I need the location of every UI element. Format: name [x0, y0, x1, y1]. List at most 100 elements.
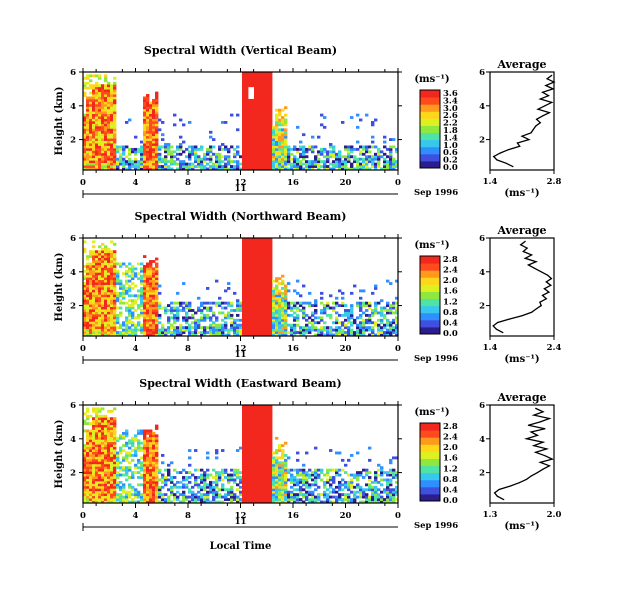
heatmap-cell — [164, 331, 168, 334]
heatmap-cell — [182, 476, 186, 479]
heatmap-cell — [260, 461, 264, 465]
heatmap-cell — [314, 304, 318, 307]
heatmap-cell — [212, 165, 216, 168]
heatmap-cell — [245, 429, 249, 433]
heatmap-cell — [290, 147, 294, 151]
heatmap-cell — [83, 240, 87, 244]
heatmap-cell — [149, 152, 153, 156]
heatmap-cell — [221, 333, 225, 337]
heatmap-cell — [119, 451, 123, 455]
heatmap-cell — [260, 155, 264, 159]
heatmap-cell — [149, 306, 153, 310]
heatmap-cell — [107, 94, 111, 97]
heatmap-cell — [245, 72, 249, 75]
heatmap-cell — [86, 118, 90, 122]
heatmap-cell — [110, 160, 114, 164]
heatmap-cell — [146, 121, 150, 124]
heatmap-cell — [101, 98, 105, 102]
heatmap-cell — [230, 145, 234, 149]
heatmap-cell — [341, 321, 345, 325]
heatmap-cell — [218, 155, 222, 159]
heatmap-cell — [203, 157, 207, 161]
heatmap-cell — [146, 116, 150, 119]
heatmap-cell — [260, 468, 264, 472]
heatmap-cell — [227, 498, 231, 501]
heatmap-cell — [254, 167, 258, 171]
heatmap-cell — [92, 123, 96, 127]
heatmap-cell — [149, 304, 153, 307]
heatmap-cell — [194, 483, 198, 487]
heatmap-cell — [113, 468, 117, 472]
heatmap-cell — [215, 500, 219, 504]
heatmap-cell — [248, 242, 252, 246]
heatmap-cell — [116, 436, 120, 440]
heatmap-cell — [284, 311, 288, 315]
heatmap-cell — [182, 162, 186, 166]
heatmap-cell — [122, 284, 126, 288]
heatmap-cell — [149, 267, 153, 271]
heatmap-cell — [335, 160, 339, 164]
heatmap-cell — [224, 488, 228, 492]
heatmap-cell — [146, 309, 150, 312]
heatmap-cell — [107, 284, 111, 288]
heatmap-cell — [386, 321, 390, 325]
heatmap-cell — [332, 152, 336, 156]
heatmap-cell — [149, 439, 153, 443]
heatmap-cell — [125, 490, 129, 494]
heatmap-cell — [101, 284, 105, 288]
heatmap-cell — [242, 417, 246, 421]
heatmap-cell — [128, 304, 132, 307]
heatmap-cell — [239, 304, 243, 307]
heatmap-cell — [209, 488, 213, 492]
heatmap-cell — [86, 294, 90, 298]
heatmap-cell — [98, 257, 102, 261]
heatmap-cell — [284, 333, 288, 337]
heatmap-cell — [254, 140, 258, 144]
heatmap-cell — [335, 318, 339, 322]
heatmap-cell — [266, 277, 270, 281]
heatmap-cell — [365, 318, 369, 322]
heatmap-cell — [266, 121, 270, 124]
heatmap-cell — [116, 162, 120, 166]
heatmap-cell — [119, 498, 123, 501]
heatmap-cell — [95, 282, 99, 285]
heatmap-cell — [92, 311, 96, 315]
heatmap-cell — [86, 121, 90, 124]
heatmap-cell — [341, 301, 345, 305]
heatmap-cell — [320, 150, 324, 154]
heatmap-cell — [245, 417, 249, 421]
heatmap-cell — [269, 309, 273, 312]
heatmap-cell — [131, 301, 135, 305]
heatmap-cell — [131, 316, 135, 320]
heatmap-cell — [254, 155, 258, 159]
heatmap-cell — [368, 321, 372, 325]
heatmap-cell — [290, 309, 294, 312]
heatmap-cell — [98, 316, 102, 320]
heatmap-cell — [278, 165, 282, 168]
heatmap-cell — [104, 269, 108, 273]
heatmap-cell — [92, 331, 96, 334]
heatmap-cell — [110, 409, 114, 413]
heatmap-cell — [185, 301, 189, 305]
heatmap-cell — [188, 167, 192, 171]
heatmap-cell — [188, 326, 192, 330]
heatmap-cell — [164, 143, 168, 146]
heatmap-cell — [260, 311, 264, 315]
heatmap-cell — [251, 311, 255, 315]
heatmap-cell — [254, 488, 258, 492]
heatmap-cell — [155, 284, 159, 288]
heatmap-cell — [140, 313, 144, 317]
heatmap-cell — [251, 490, 255, 494]
heatmap-cell — [161, 306, 165, 310]
heatmap-cell — [221, 301, 225, 305]
row-2: Spectral Width (Eastward Beam)0 4 8 12 16 20 0… — [54, 377, 561, 552]
heatmap-cell — [89, 476, 93, 479]
heatmap-cell — [245, 476, 249, 479]
heatmap-cell — [311, 323, 315, 327]
heatmap-cell — [263, 135, 267, 139]
heatmap-cell — [323, 125, 327, 129]
heatmap-cell — [125, 160, 129, 164]
heatmap-cell — [188, 476, 192, 479]
heatmap-cell — [161, 498, 165, 501]
heatmap-cell — [374, 155, 378, 159]
